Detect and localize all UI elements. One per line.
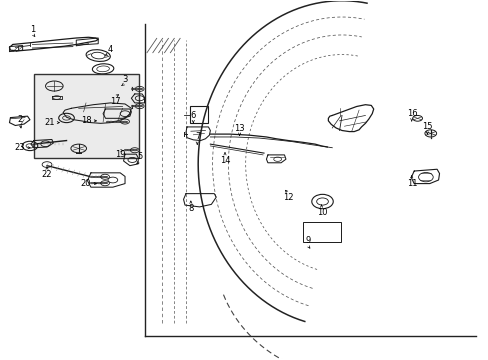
Text: 14: 14 [219,156,230,165]
FancyBboxPatch shape [34,74,139,158]
Text: 12: 12 [283,193,293,202]
Text: 3: 3 [122,75,127,84]
Text: 17: 17 [110,96,121,105]
Bar [303,222,340,242]
Text: 15: 15 [421,122,432,131]
Text: 13: 13 [234,123,244,132]
Text: 5: 5 [137,152,142,161]
Text: 16: 16 [407,109,417,118]
Bar [189,106,208,123]
Text: 20: 20 [81,179,91,188]
Text: 1: 1 [30,25,35,34]
Text: 4: 4 [107,45,113,54]
Text: 2: 2 [18,114,23,123]
Text: 11: 11 [407,179,417,188]
Text: 23: 23 [15,143,25,152]
Text: 18: 18 [81,116,91,125]
Text: 7: 7 [195,132,201,141]
Text: 19: 19 [115,150,125,159]
Text: 6: 6 [190,111,196,120]
Text: 10: 10 [317,208,327,217]
Text: 22: 22 [41,170,52,179]
Text: 9: 9 [305,237,310,246]
Text: 8: 8 [188,204,193,213]
Text: 21: 21 [44,118,55,127]
